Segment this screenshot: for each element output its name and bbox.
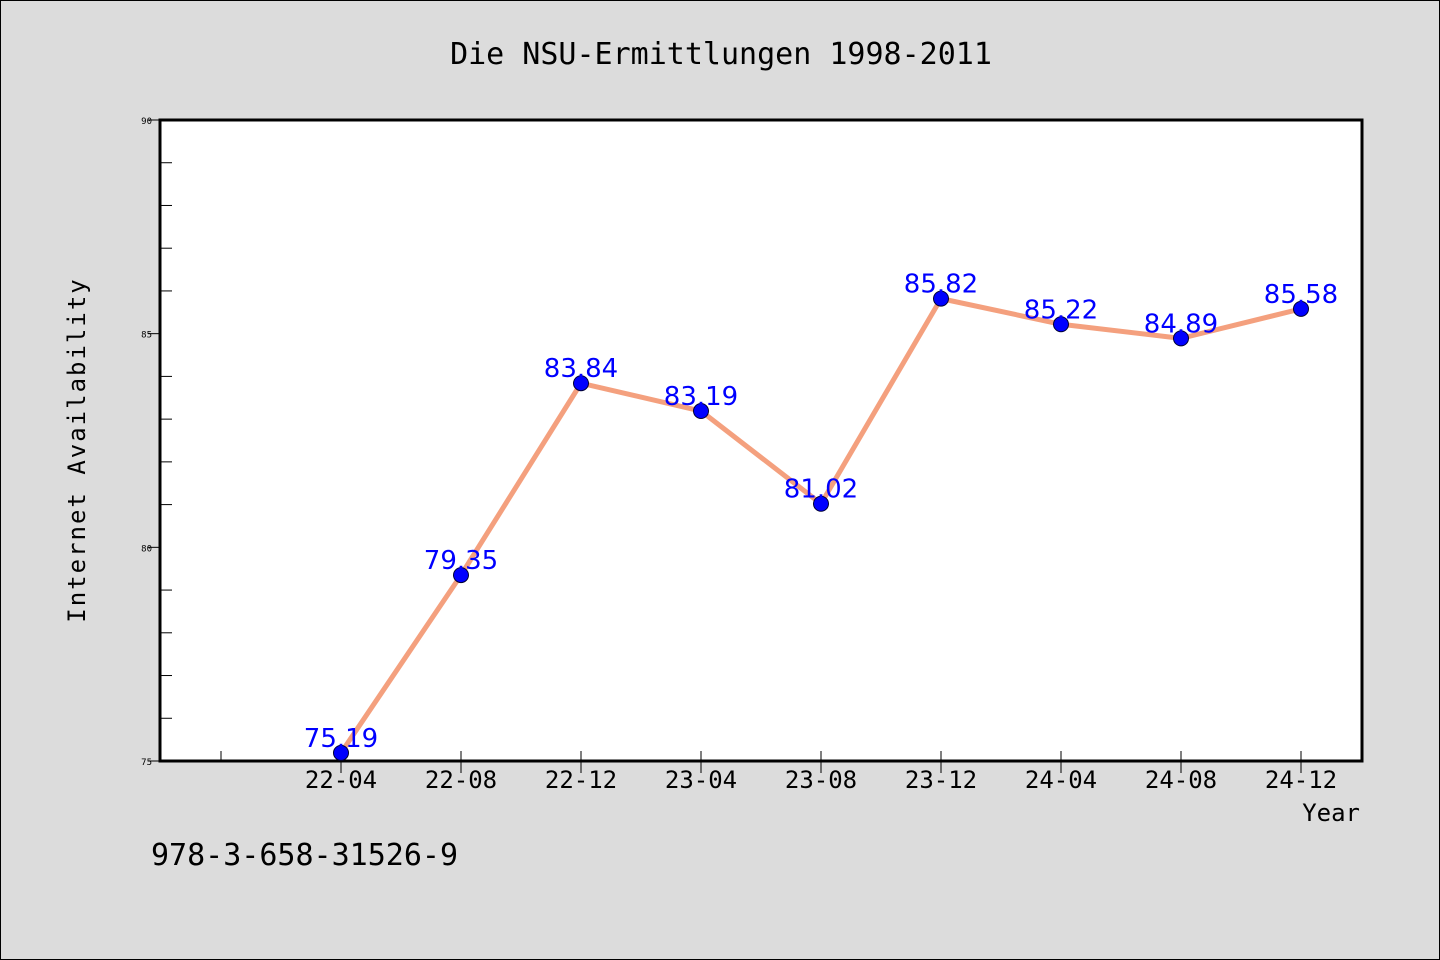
data-label: 85.22: [1024, 295, 1098, 325]
data-label: 79.35: [424, 546, 498, 576]
data-point: [1293, 300, 1309, 317]
x-tick-label: 22-12: [545, 766, 617, 794]
x-tick-label: 22-08: [425, 766, 497, 794]
y-tick-label: 75: [141, 758, 152, 768]
series-layer: [333, 290, 1309, 761]
plot-area: [158, 118, 1364, 763]
x-tick-label: 23-04: [665, 766, 737, 794]
data-label: 83.19: [664, 382, 738, 412]
x-tick-label: 23-08: [785, 766, 857, 794]
data-label: 84.89: [1144, 309, 1218, 339]
x-tick-label: 24-08: [1145, 766, 1217, 794]
data-point: [933, 290, 949, 307]
x-axis-ticks: 22-04 22-08 22-12 23-04 23-08 23-12 24-04 24-08…: [220, 751, 1337, 794]
data-point: [813, 495, 829, 512]
data-labels-layer: 75.19 79.35 83.84 83.19 81.02 85.82 85.22 84.89…: [304, 270, 1338, 754]
data-label: 75.19: [304, 724, 378, 754]
x-tick-label: 24-04: [1025, 766, 1097, 794]
data-point: [573, 375, 589, 392]
y-tick-label: 85: [141, 331, 152, 341]
x-tick-label: 22-04: [305, 766, 377, 794]
x-tick-label: 24-12: [1265, 766, 1337, 794]
data-point: [1053, 316, 1069, 333]
data-label: 85.82: [904, 270, 978, 300]
footer-isbn: 978-3-658-31526-9: [151, 838, 458, 873]
data-point: [693, 403, 709, 420]
y-tick-label: 90: [141, 117, 152, 127]
data-point: [333, 744, 349, 761]
data-label: 81.02: [784, 475, 858, 505]
data-point: [1173, 330, 1189, 347]
data-point: [453, 567, 469, 584]
x-axis-label: Year: [1302, 799, 1360, 827]
data-label: 85.58: [1264, 280, 1338, 310]
chart-title: Die NSU-Ermittlungen 1998-2011: [450, 37, 992, 72]
y-tick-label: 80: [141, 544, 152, 554]
data-label: 83.84: [544, 354, 618, 384]
y-axis-label: Internet Availability: [63, 277, 91, 622]
x-tick-label: 23-12: [905, 766, 977, 794]
y-axis-ticks: 75 80 85 90: [141, 117, 172, 768]
